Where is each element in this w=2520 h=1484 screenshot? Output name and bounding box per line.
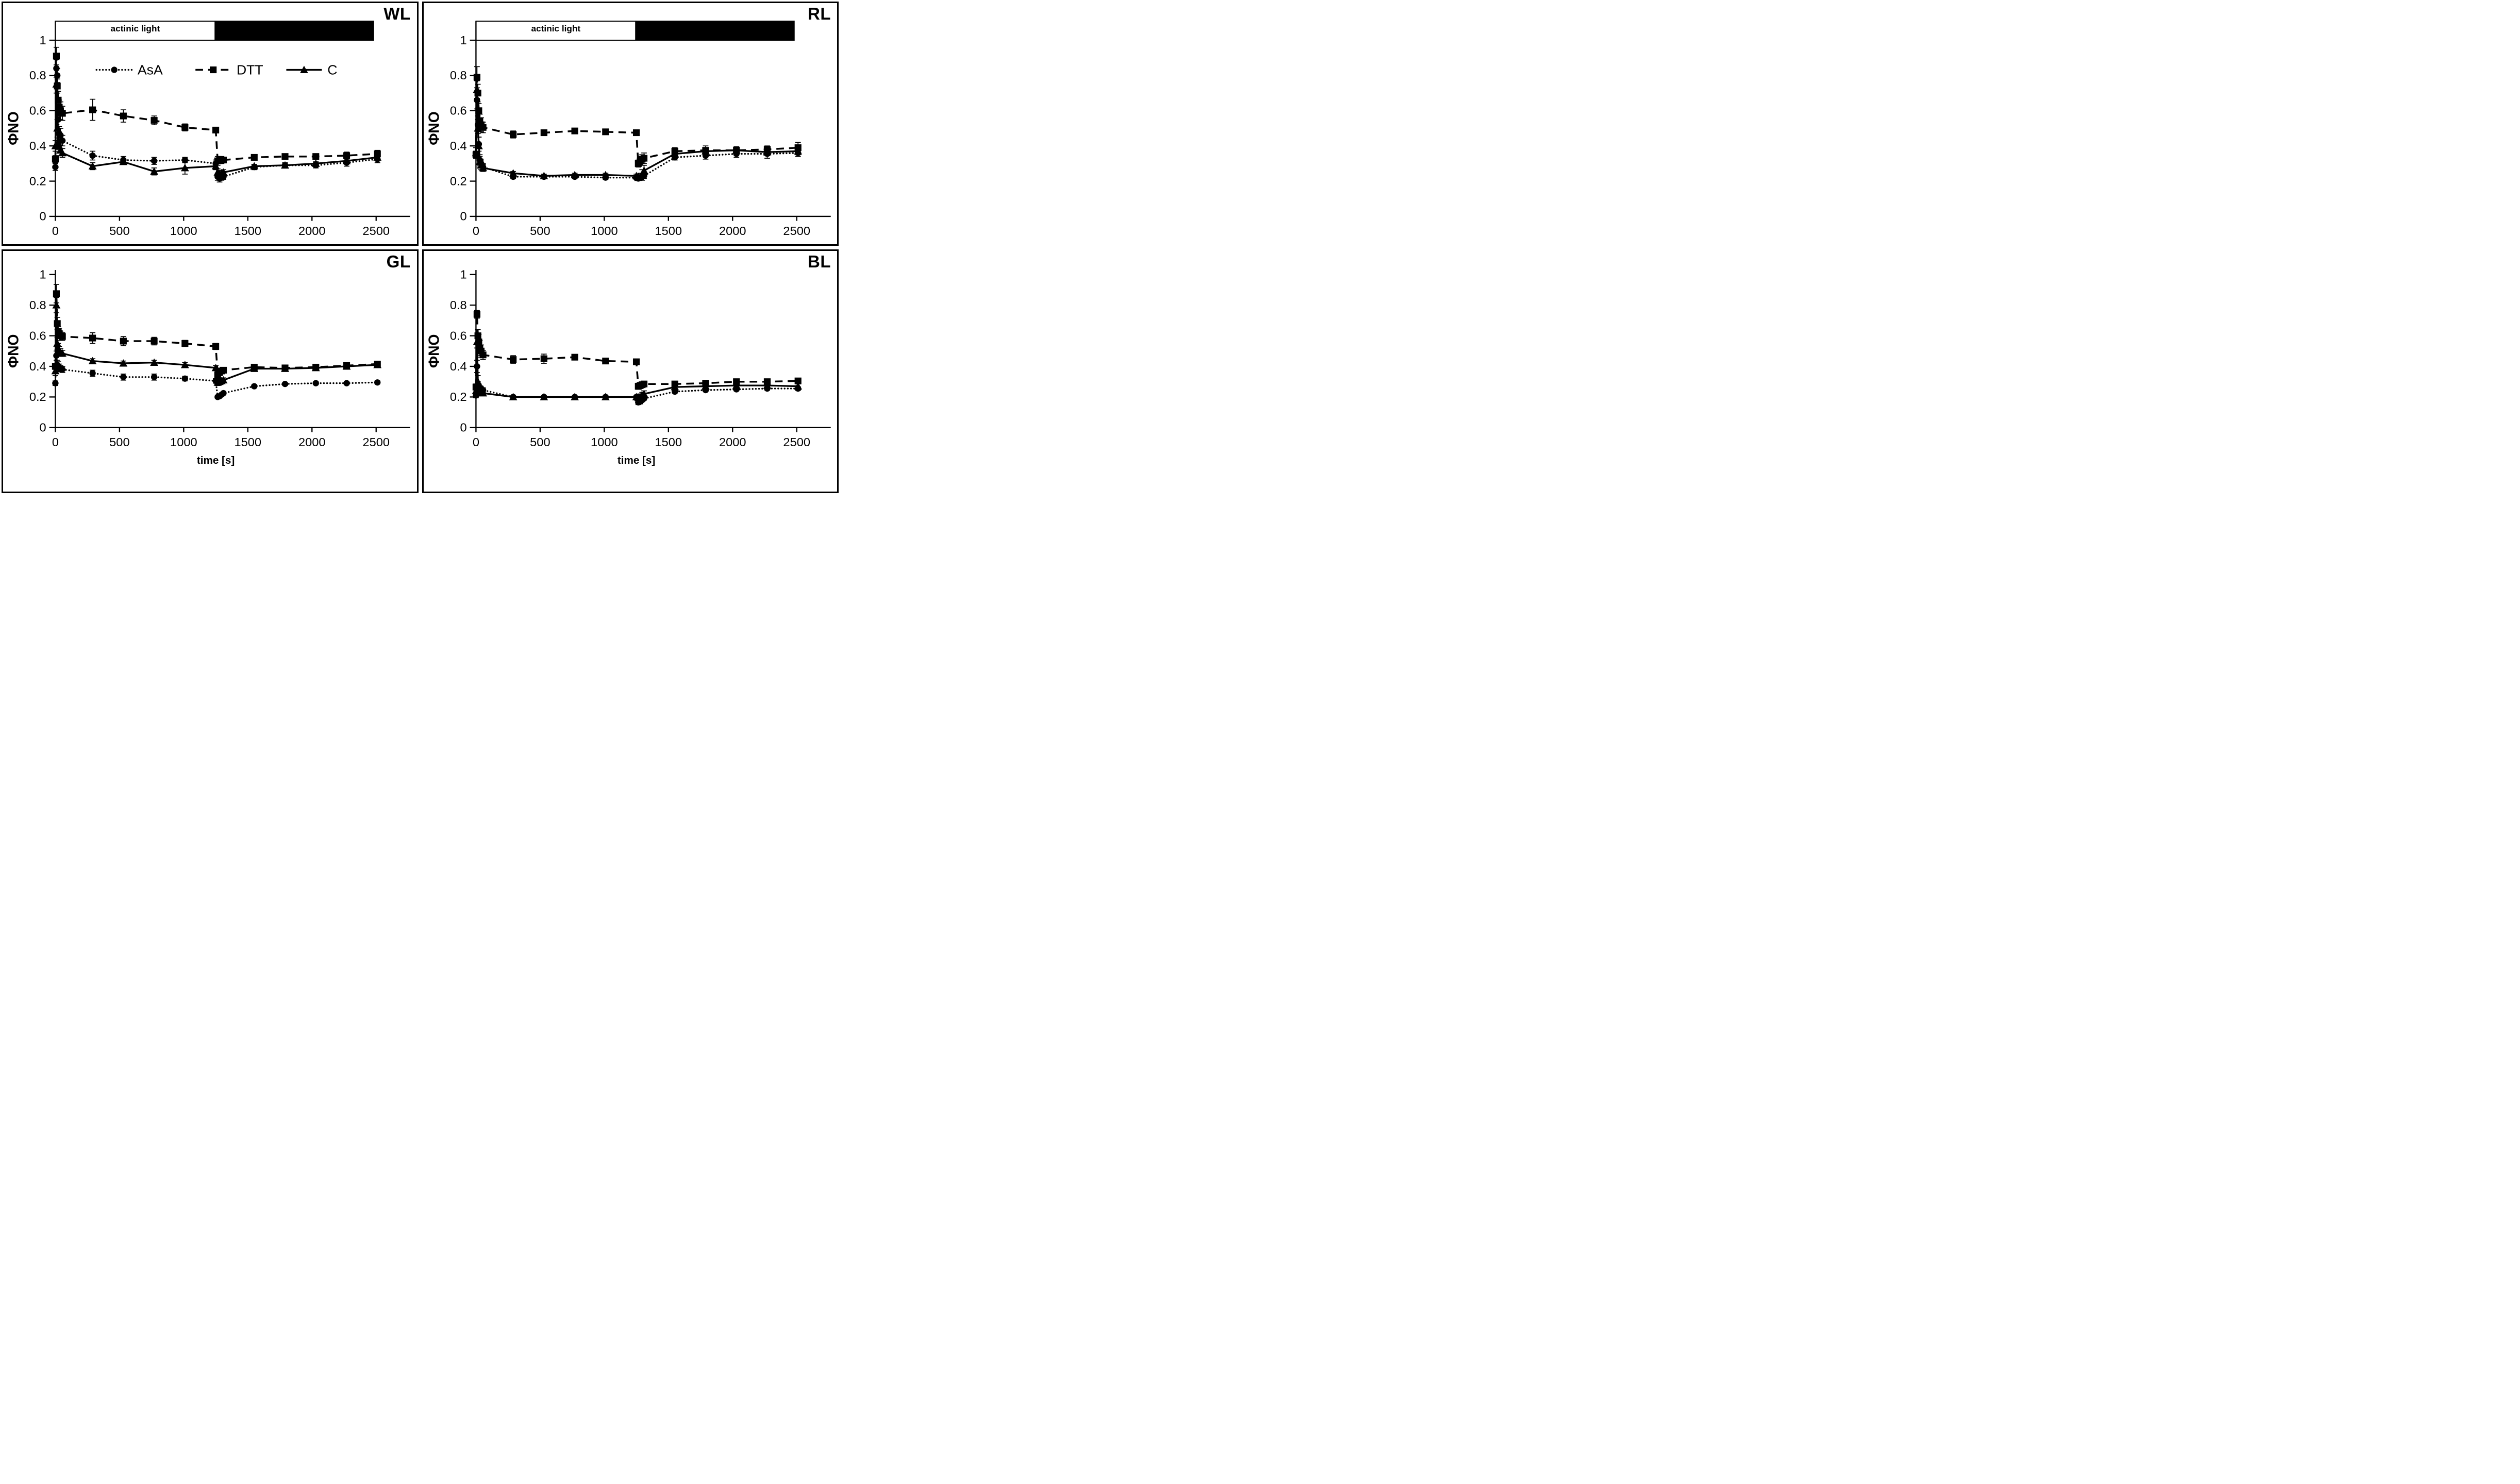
svg-text:0: 0	[40, 210, 46, 223]
svg-text:0: 0	[52, 435, 59, 448]
x-axis-label: time [s]	[617, 454, 655, 466]
series-C	[51, 297, 382, 386]
svg-text:0: 0	[40, 420, 46, 434]
panel-label-wl: WL	[383, 4, 411, 23]
svg-text:0.4: 0.4	[449, 359, 466, 373]
svg-text:1500: 1500	[655, 435, 682, 448]
y-axis-label: ΦNO	[426, 334, 442, 368]
light-dark-bar: actinic light dark	[55, 21, 374, 41]
svg-text:500: 500	[109, 435, 129, 448]
svg-text:ΦNO: ΦNO	[426, 334, 442, 368]
svg-text:2000: 2000	[298, 435, 326, 448]
series-DTT	[472, 310, 802, 391]
y-axis-label: ΦNO	[5, 111, 22, 145]
panel-wl: actinic light dark 0 500 1000 1500 2000 2500 0 0.…	[2, 2, 419, 246]
svg-text:0.6: 0.6	[449, 104, 466, 117]
svg-text:1000: 1000	[591, 435, 618, 448]
actinic-light-label: actinic light	[111, 23, 160, 33]
legend-label-AsA: AsA	[138, 62, 163, 77]
series-DTT	[52, 283, 381, 378]
svg-text:0: 0	[52, 224, 59, 238]
panel-label-rl: RL	[808, 4, 831, 23]
axes	[49, 269, 410, 432]
svg-text:ΦNO: ΦNO	[426, 111, 442, 145]
svg-text:1500: 1500	[235, 224, 262, 238]
svg-text:500: 500	[530, 435, 550, 448]
svg-text:1000: 1000	[170, 224, 197, 238]
y-axis-label: ΦNO	[426, 111, 442, 145]
svg-text:ΦNO: ΦNO	[5, 334, 22, 368]
legend-label-C: C	[327, 62, 337, 77]
svg-text:1: 1	[40, 267, 46, 281]
svg-text:0.4: 0.4	[29, 359, 46, 373]
svg-text:0.2: 0.2	[449, 390, 466, 403]
y-axis-label: ΦNO	[5, 334, 22, 368]
tick-labels: 0 500 1000 1500 2000 2500 0 0.2 0.4 0.6 0.8 1	[29, 267, 390, 448]
svg-text:2000: 2000	[719, 224, 746, 238]
panel-gl: 0 500 1000 1500 2000 2500 0 0.2 0.4 0.6 0.8 1 ΦNO tim…	[2, 249, 419, 493]
svg-text:1500: 1500	[655, 224, 682, 238]
panel-label-bl: BL	[808, 251, 831, 271]
svg-text:0.2: 0.2	[29, 390, 46, 403]
svg-text:0.8: 0.8	[29, 298, 46, 312]
svg-text:2500: 2500	[783, 224, 810, 238]
svg-text:0.2: 0.2	[449, 174, 466, 188]
svg-text:ΦNO: ΦNO	[5, 111, 22, 145]
svg-text:0.4: 0.4	[449, 139, 466, 153]
axes	[470, 21, 831, 221]
svg-text:500: 500	[109, 224, 129, 238]
tick-labels: 0 500 1000 1500 2000 2500 0 0.2 0.4 0.6 0.8 1	[29, 33, 390, 238]
tick-labels: 0 500 1000 1500 2000 2500 0 0.2 0.4 0.6 0.8 1	[449, 267, 810, 448]
chart-gl: 0 500 1000 1500 2000 2500 0 0.2 0.4 0.6 0.8 1 ΦNO tim…	[5, 267, 410, 466]
svg-text:2500: 2500	[362, 224, 390, 238]
svg-text:0.6: 0.6	[449, 329, 466, 342]
svg-text:2500: 2500	[783, 435, 810, 448]
light-dark-bar: actinic light dark	[475, 21, 795, 41]
svg-text:1: 1	[460, 267, 466, 281]
svg-text:1000: 1000	[591, 224, 618, 238]
svg-text:1: 1	[460, 33, 466, 47]
svg-text:0: 0	[472, 224, 479, 238]
svg-text:2000: 2000	[719, 435, 746, 448]
svg-text:0.6: 0.6	[29, 104, 46, 117]
axes	[49, 21, 410, 221]
svg-text:0.8: 0.8	[29, 69, 46, 82]
svg-text:0.8: 0.8	[449, 298, 466, 312]
legend-label-DTT: DTT	[237, 62, 263, 77]
legend: AsA DTT C	[95, 62, 337, 77]
panel-label-gl: GL	[386, 251, 411, 271]
chart-wl: actinic light dark 0 500 1000 1500 2000 2500 0 0.…	[5, 21, 410, 238]
svg-text:1000: 1000	[170, 435, 197, 448]
chart-rl: actinic light dark 0 500 1000 1500 2000 2500 0 0.…	[426, 21, 831, 238]
panel-bl: 0 500 1000 1500 2000 2500 0 0.2 0.4 0.6 0.8 1 ΦNO tim…	[422, 249, 839, 493]
series-C	[472, 80, 802, 181]
svg-text:0.4: 0.4	[29, 139, 46, 153]
dark-label: dark	[285, 23, 304, 33]
series-C	[472, 335, 802, 401]
panel-rl: actinic light dark 0 500 1000 1500 2000 2500 0 0.…	[422, 2, 839, 246]
dark-label: dark	[705, 23, 724, 33]
tick-labels: 0 500 1000 1500 2000 2500 0 0.2 0.4 0.6 0.8 1	[449, 33, 810, 238]
svg-text:0: 0	[460, 420, 466, 434]
svg-text:0: 0	[472, 435, 479, 448]
chart-bl: 0 500 1000 1500 2000 2500 0 0.2 0.4 0.6 0.8 1 ΦNO tim…	[426, 267, 831, 466]
svg-text:0: 0	[460, 210, 466, 223]
svg-text:2000: 2000	[298, 224, 326, 238]
svg-text:0.2: 0.2	[29, 174, 46, 188]
svg-text:2500: 2500	[362, 435, 390, 448]
svg-text:500: 500	[530, 224, 550, 238]
series-AsA	[472, 91, 801, 182]
x-axis-label: time [s]	[197, 454, 235, 466]
svg-text:0.8: 0.8	[449, 69, 466, 82]
svg-text:1500: 1500	[235, 435, 262, 448]
svg-text:0.6: 0.6	[29, 329, 46, 342]
four-panel-phino-figure: actinic light dark 0 500 1000 1500 2000 2500 0 0.…	[0, 0, 840, 495]
axes	[470, 269, 831, 432]
series-C	[51, 75, 382, 178]
actinic-light-label: actinic light	[531, 23, 580, 33]
svg-text:1: 1	[40, 33, 46, 47]
